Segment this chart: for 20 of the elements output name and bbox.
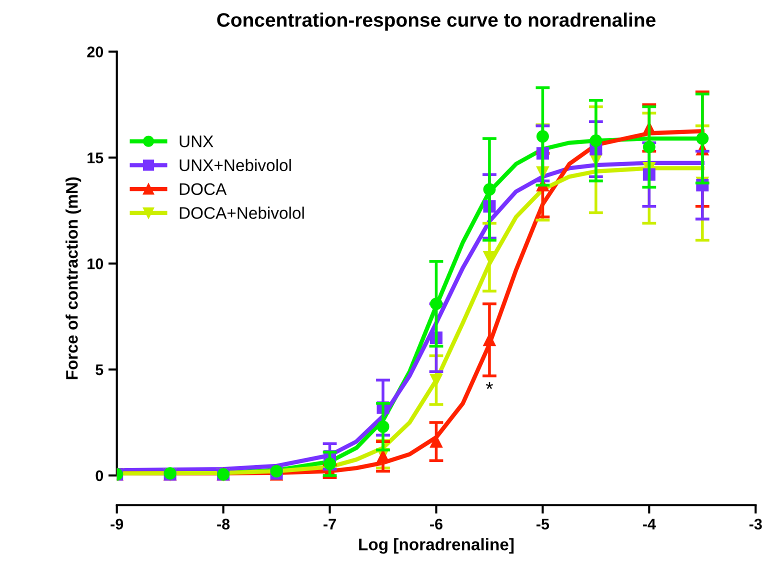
legend-label: UNX [180,136,214,148]
chart-title: Concentration-response curve to noradrenaline [217,12,656,31]
y-tick-label: 10 [88,258,104,270]
y-tick-label: 5 [96,364,104,376]
y-axis-title: Force of contraction (mN) [66,177,82,380]
legend-label: DOCA [180,183,227,196]
x-tick-label: -5 [536,518,550,530]
x-tick-label: -8 [217,518,230,530]
x-tick-label: -6 [430,518,442,530]
x-axis-title: Log [noradrenaline] [359,538,514,554]
x-tick-label: -7 [324,518,336,530]
x-tick-label: -9 [110,518,124,530]
legend-label: UNX+Nebivolol [180,158,291,172]
y-tick-label: 20 [87,46,104,58]
annotation: * [486,382,493,389]
x-tick-label: -4 [642,518,656,530]
legend-label: DOCA+Nebivolol [180,206,304,219]
y-tick-label: 0 [96,470,104,482]
y-tick-label: 15 [88,152,104,164]
x-tick-label: -3 [749,518,762,530]
